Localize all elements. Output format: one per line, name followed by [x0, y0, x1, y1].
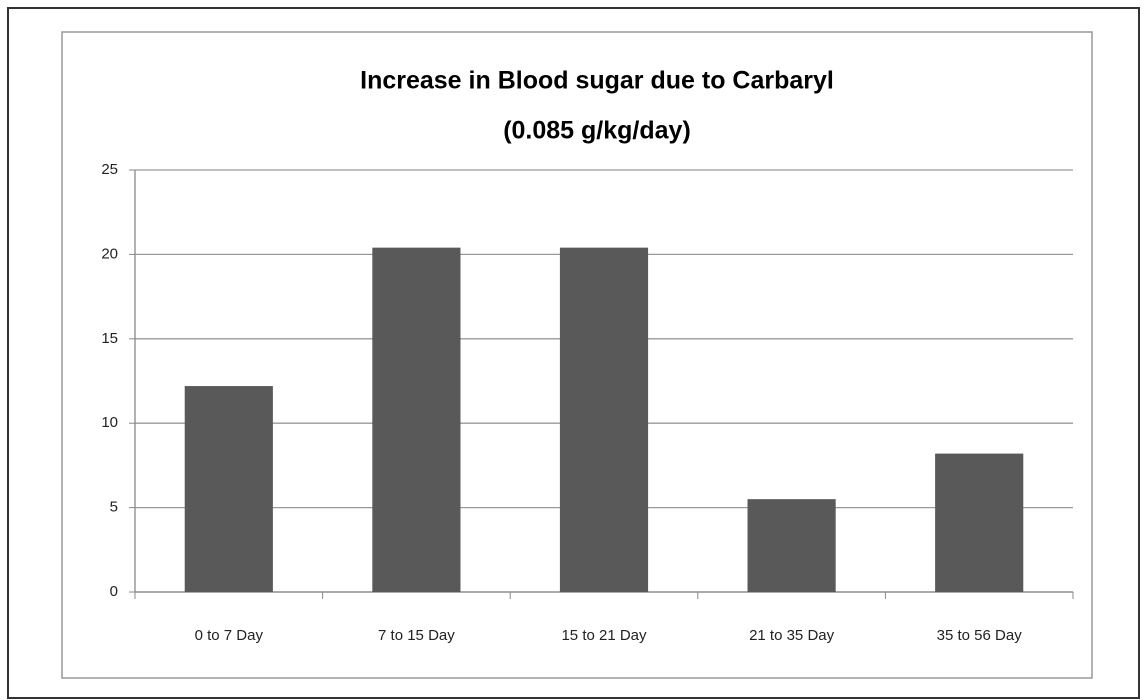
y-tick-label: 0: [110, 583, 118, 600]
bar: [935, 453, 1024, 592]
chart-title: Increase in Blood sugar due to Carbaryl: [360, 67, 834, 95]
x-tick-label: 7 to 15 Day: [378, 627, 455, 644]
x-tick-label: 15 to 21 Day: [561, 627, 647, 644]
bar: [559, 247, 649, 592]
x-tick-label: 35 to 56 Day: [937, 627, 1023, 644]
y-tick-label: 15: [101, 330, 118, 347]
y-tick-label: 25: [101, 161, 118, 178]
x-tick-label: 21 to 35 Day: [749, 627, 835, 644]
y-tick-label: 5: [110, 499, 118, 516]
y-tick-label: 20: [101, 245, 118, 262]
chart-subtitle: (0.085 g/kg/day): [503, 117, 691, 145]
x-tick-label: 0 to 7 Day: [195, 627, 264, 644]
bar: [747, 499, 836, 592]
y-tick-label: 10: [101, 414, 118, 431]
bar: [184, 386, 273, 592]
bar: [372, 247, 461, 592]
